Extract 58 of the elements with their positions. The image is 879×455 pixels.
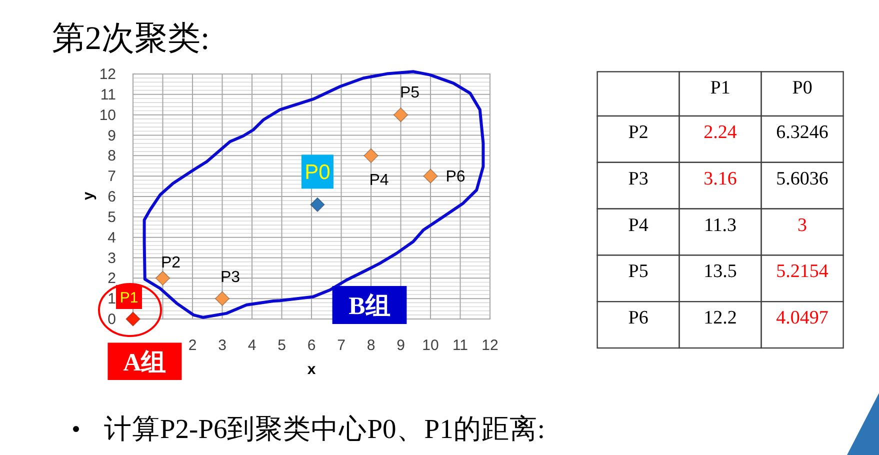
data-label: 4.0497 [776, 308, 828, 329]
series-label: P3 [220, 269, 240, 286]
y-tick-label: 1 [108, 290, 116, 308]
series-label: P2 [160, 254, 181, 272]
data-label: 5.6036 [776, 168, 828, 190]
x-tick-label: 3 [218, 337, 226, 354]
y-tick-label: 6 [108, 188, 116, 206]
point [155, 270, 170, 286]
x-axis-title: x [307, 361, 316, 378]
point [364, 148, 378, 164]
x-tick-label: 6 [307, 337, 316, 354]
data-label: 5.2154 [776, 261, 829, 282]
data-label: 3.16 [704, 168, 737, 190]
chart-title: 第2次聚类: [52, 21, 210, 57]
y-axis-title: y [80, 191, 97, 200]
text: 计算P2-P6到聚类中心P0、P1的距离: [104, 413, 545, 444]
series-label: P6 [446, 168, 466, 186]
y-tick-label: P3 [628, 168, 648, 190]
text: A组 [123, 349, 166, 376]
point [214, 291, 230, 306]
x-tick-label: 12 [482, 337, 498, 354]
data-label: 6.3246 [776, 122, 828, 143]
series-label: P5 [400, 84, 420, 102]
point [393, 107, 408, 122]
y-tick-label: 3 [108, 250, 116, 267]
x-tick-label: 11 [452, 337, 468, 354]
point [310, 197, 325, 212]
x-tick-label: 2 [188, 337, 197, 354]
data-label: 11.3 [704, 214, 737, 236]
data-label: 12.2 [704, 308, 737, 329]
y-tick-label: P2 [628, 122, 648, 143]
y-tick-label: 4 [108, 229, 116, 246]
series-label: P1 [120, 289, 138, 306]
y-tick-label: P6 [628, 308, 648, 329]
x-tick-label: 5 [278, 337, 286, 354]
y-tick-label: 5 [108, 208, 116, 226]
data-label: 3 [798, 214, 808, 236]
y-tick-label: 10 [99, 106, 116, 124]
data-label: 13.5 [704, 261, 737, 282]
point [423, 168, 438, 184]
x-tick-label: 10 [422, 337, 439, 354]
y-tick-label: 8 [108, 148, 116, 165]
data-label: 2.24 [704, 122, 738, 143]
series-label: P0 [304, 161, 330, 184]
y-tick-label: 12 [99, 66, 116, 83]
x-tick-label: 9 [396, 337, 405, 354]
annotation: B组 [348, 293, 390, 320]
y-tick-label: 2 [108, 270, 116, 288]
y-tick-label: P4 [628, 214, 649, 236]
point [126, 312, 140, 326]
series-label: P4 [369, 172, 389, 190]
y-tick-label: 0 [108, 311, 116, 328]
x-tick-label: 7 [337, 337, 346, 354]
x-tick-label: 4 [248, 337, 256, 354]
y-tick-label: 7 [108, 168, 116, 186]
y-tick-label: 9 [108, 127, 116, 144]
y-tick-label: P5 [628, 261, 648, 282]
x-tick-label: 8 [366, 337, 376, 354]
